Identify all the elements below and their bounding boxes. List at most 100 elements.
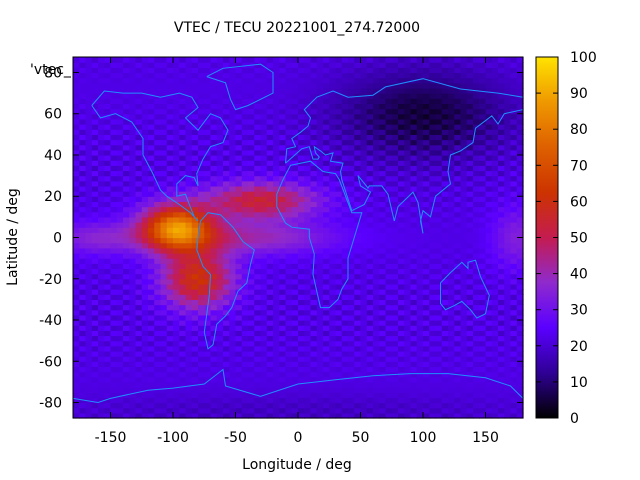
heat-cell <box>135 185 143 192</box>
heat-cell <box>485 237 493 244</box>
heat-cell <box>385 361 393 368</box>
heat-cell <box>210 144 218 151</box>
heat-cell <box>173 247 180 254</box>
heat-cell <box>73 98 80 105</box>
heat-cell <box>129 258 137 264</box>
heat-cell <box>510 330 518 337</box>
heat-cell <box>466 201 474 208</box>
heat-cell <box>516 149 524 156</box>
heat-cell <box>348 278 355 285</box>
heat-cell <box>98 237 105 244</box>
heat-cell <box>254 376 262 383</box>
heat-cell <box>179 87 187 94</box>
heat-cell <box>416 402 424 409</box>
heat-cell <box>229 340 237 347</box>
heat-cell <box>279 222 287 228</box>
heat-cell <box>466 77 474 84</box>
heat-cell <box>448 77 455 84</box>
heat-cell <box>85 149 93 156</box>
heat-cell <box>366 165 374 172</box>
heat-cell <box>235 330 243 337</box>
heat-cell <box>460 62 468 68</box>
heat-cell <box>429 62 437 68</box>
heat-cell <box>404 412 412 419</box>
heat-cell <box>273 407 280 414</box>
heat-cell <box>516 206 524 213</box>
heat-cell <box>423 108 430 115</box>
heat-cell <box>410 314 418 321</box>
heat-cell <box>379 294 387 300</box>
heat-cell <box>485 340 493 347</box>
heat-cell <box>485 113 493 120</box>
heat-cell <box>441 412 449 419</box>
heat-cell <box>329 247 337 254</box>
heat-cell <box>191 57 199 63</box>
heat-cell <box>510 242 518 249</box>
heat-cell <box>266 278 274 285</box>
heat-cell <box>279 191 287 197</box>
heat-cell <box>335 93 343 99</box>
heat-cell <box>85 304 93 311</box>
heat-cell <box>485 247 493 254</box>
heat-cell <box>216 124 224 130</box>
heat-cell <box>235 268 243 275</box>
heat-cell <box>366 345 374 352</box>
heat-cell <box>260 98 268 105</box>
heat-cell <box>123 165 130 172</box>
heat-cell <box>279 67 287 74</box>
heat-cell <box>460 366 468 373</box>
heat-cell <box>298 356 305 362</box>
heat-cell <box>373 201 380 208</box>
heat-cell <box>516 134 524 141</box>
heat-cell <box>173 345 180 352</box>
heat-cell <box>235 191 243 197</box>
heat-cell <box>241 340 249 347</box>
heat-cell <box>410 252 418 259</box>
heat-cell <box>198 402 205 409</box>
heat-cell <box>466 273 474 280</box>
heat-cell <box>323 216 330 223</box>
heat-cell <box>316 263 324 270</box>
heat-cell <box>348 412 355 419</box>
heat-cell <box>485 185 493 192</box>
heat-cell <box>454 222 462 228</box>
heat-cell <box>129 392 137 398</box>
heat-cell <box>448 294 455 300</box>
heat-cell <box>179 392 187 398</box>
heat-cell <box>410 113 418 120</box>
heat-cell <box>410 402 418 409</box>
heat-cell <box>73 330 80 337</box>
heat-cell <box>429 191 437 197</box>
heat-cell <box>135 118 143 125</box>
heat-cell <box>516 314 524 321</box>
heat-cell <box>98 180 105 187</box>
heat-cell <box>373 335 380 342</box>
heat-cell <box>229 62 237 68</box>
heat-cell <box>129 376 137 383</box>
heat-cell <box>204 154 212 161</box>
heat-cell <box>116 381 124 388</box>
heat-cell <box>79 232 87 239</box>
heat-cell <box>441 232 449 239</box>
heat-cell <box>341 278 349 285</box>
heat-cell <box>110 314 118 321</box>
heat-cell <box>204 381 212 388</box>
heat-cell <box>229 335 237 342</box>
heat-cell <box>479 160 487 166</box>
heat-cell <box>273 376 280 383</box>
heat-cell <box>73 216 80 223</box>
heat-cell <box>354 108 362 115</box>
heat-cell <box>310 144 318 151</box>
heat-cell <box>191 356 199 362</box>
heat-cell <box>185 304 193 311</box>
heat-cell <box>148 392 155 398</box>
heat-cell <box>260 412 268 419</box>
heat-cell <box>491 144 499 151</box>
heat-cell <box>298 118 305 125</box>
heat-cell <box>360 227 368 233</box>
heat-cell <box>485 124 493 130</box>
heat-cell <box>223 72 230 79</box>
heat-cell <box>148 350 155 357</box>
heat-cell <box>141 283 149 290</box>
heat-cell <box>304 407 312 414</box>
